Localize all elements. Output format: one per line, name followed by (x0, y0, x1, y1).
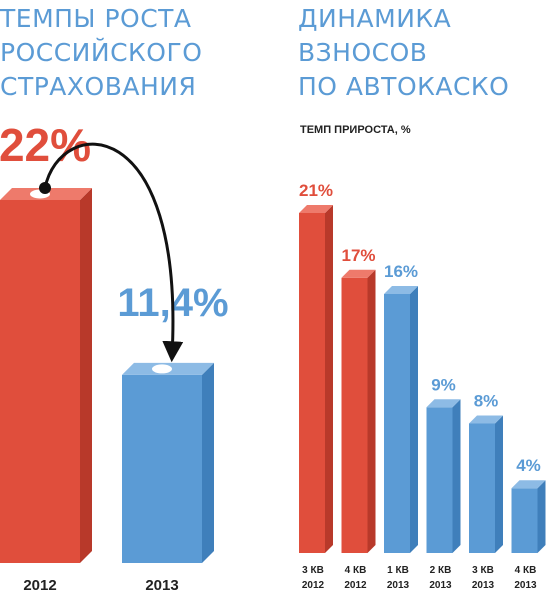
right-value-label: 4% (516, 456, 541, 475)
right-bar (469, 415, 503, 553)
right-x-tick-quarter: 3 КВ (472, 565, 494, 576)
right-bar (341, 269, 376, 553)
left-title-line-1: ТЕМПЫ РОСТА (0, 4, 192, 33)
left-chart-bars (0, 188, 214, 563)
right-chart-bars (299, 205, 546, 553)
right-x-tick-quarter: 4 КВ (515, 565, 537, 576)
left-x-tick-label: 2012 (23, 577, 56, 594)
right-value-label: 17% (341, 246, 375, 265)
left-bar-2012 (0, 188, 92, 563)
right-value-label: 16% (384, 262, 418, 281)
right-chart-title: ДИНАМИКА ВЗНОСОВ ПО АВТОКАСКО (298, 2, 509, 104)
trend-arrow (43, 142, 184, 363)
right-x-tick-year: 2012 (302, 580, 325, 591)
right-bar (299, 205, 333, 553)
right-bar (384, 285, 418, 553)
right-x-tick-year: 2013 (387, 580, 410, 591)
left-bar-2013 (122, 362, 214, 563)
bar-top-marker (152, 364, 172, 374)
right-value-label: 8% (474, 391, 499, 410)
left-title-line-3: СТРАХОВАНИЯ (0, 72, 197, 101)
right-x-tick-quarter: 2 КВ (430, 565, 452, 576)
right-title-line-3: ПО АВТОКАСКО (298, 72, 510, 101)
right-x-tick-year: 2012 (344, 580, 367, 591)
right-bar (426, 399, 461, 553)
right-title-line-2: ВЗНОСОВ (298, 38, 428, 67)
left-value-label: 22% (0, 119, 91, 171)
right-value-label: 21% (299, 181, 333, 200)
right-chart-labels: 21% 3 КВ 2012 17% 4 КВ 2012 16% 1 КВ 2013 9% 2 КВ 2… (299, 181, 541, 591)
arrow-start-dot (39, 182, 51, 194)
right-x-tick-quarter: 3 КВ (302, 565, 324, 576)
left-chart-title: ТЕМПЫ РОСТА РОССИЙСКОГО СТРАХОВАНИЯ (0, 2, 202, 104)
right-x-tick-quarter: 4 КВ (345, 565, 367, 576)
right-chart-ylabel: ТЕМП ПРИРОСТА, % (300, 124, 411, 136)
right-bar (511, 480, 546, 553)
right-x-tick-year: 2013 (429, 580, 452, 591)
right-x-tick-quarter: 1 КВ (387, 565, 409, 576)
right-value-label: 9% (431, 375, 456, 394)
right-x-tick-year: 2013 (472, 580, 495, 591)
left-title-line-2: РОССИЙСКОГО (0, 38, 203, 67)
left-x-tick-label: 2013 (145, 577, 178, 594)
right-title-line-1: ДИНАМИКА (298, 4, 452, 33)
right-x-tick-year: 2013 (514, 580, 537, 591)
